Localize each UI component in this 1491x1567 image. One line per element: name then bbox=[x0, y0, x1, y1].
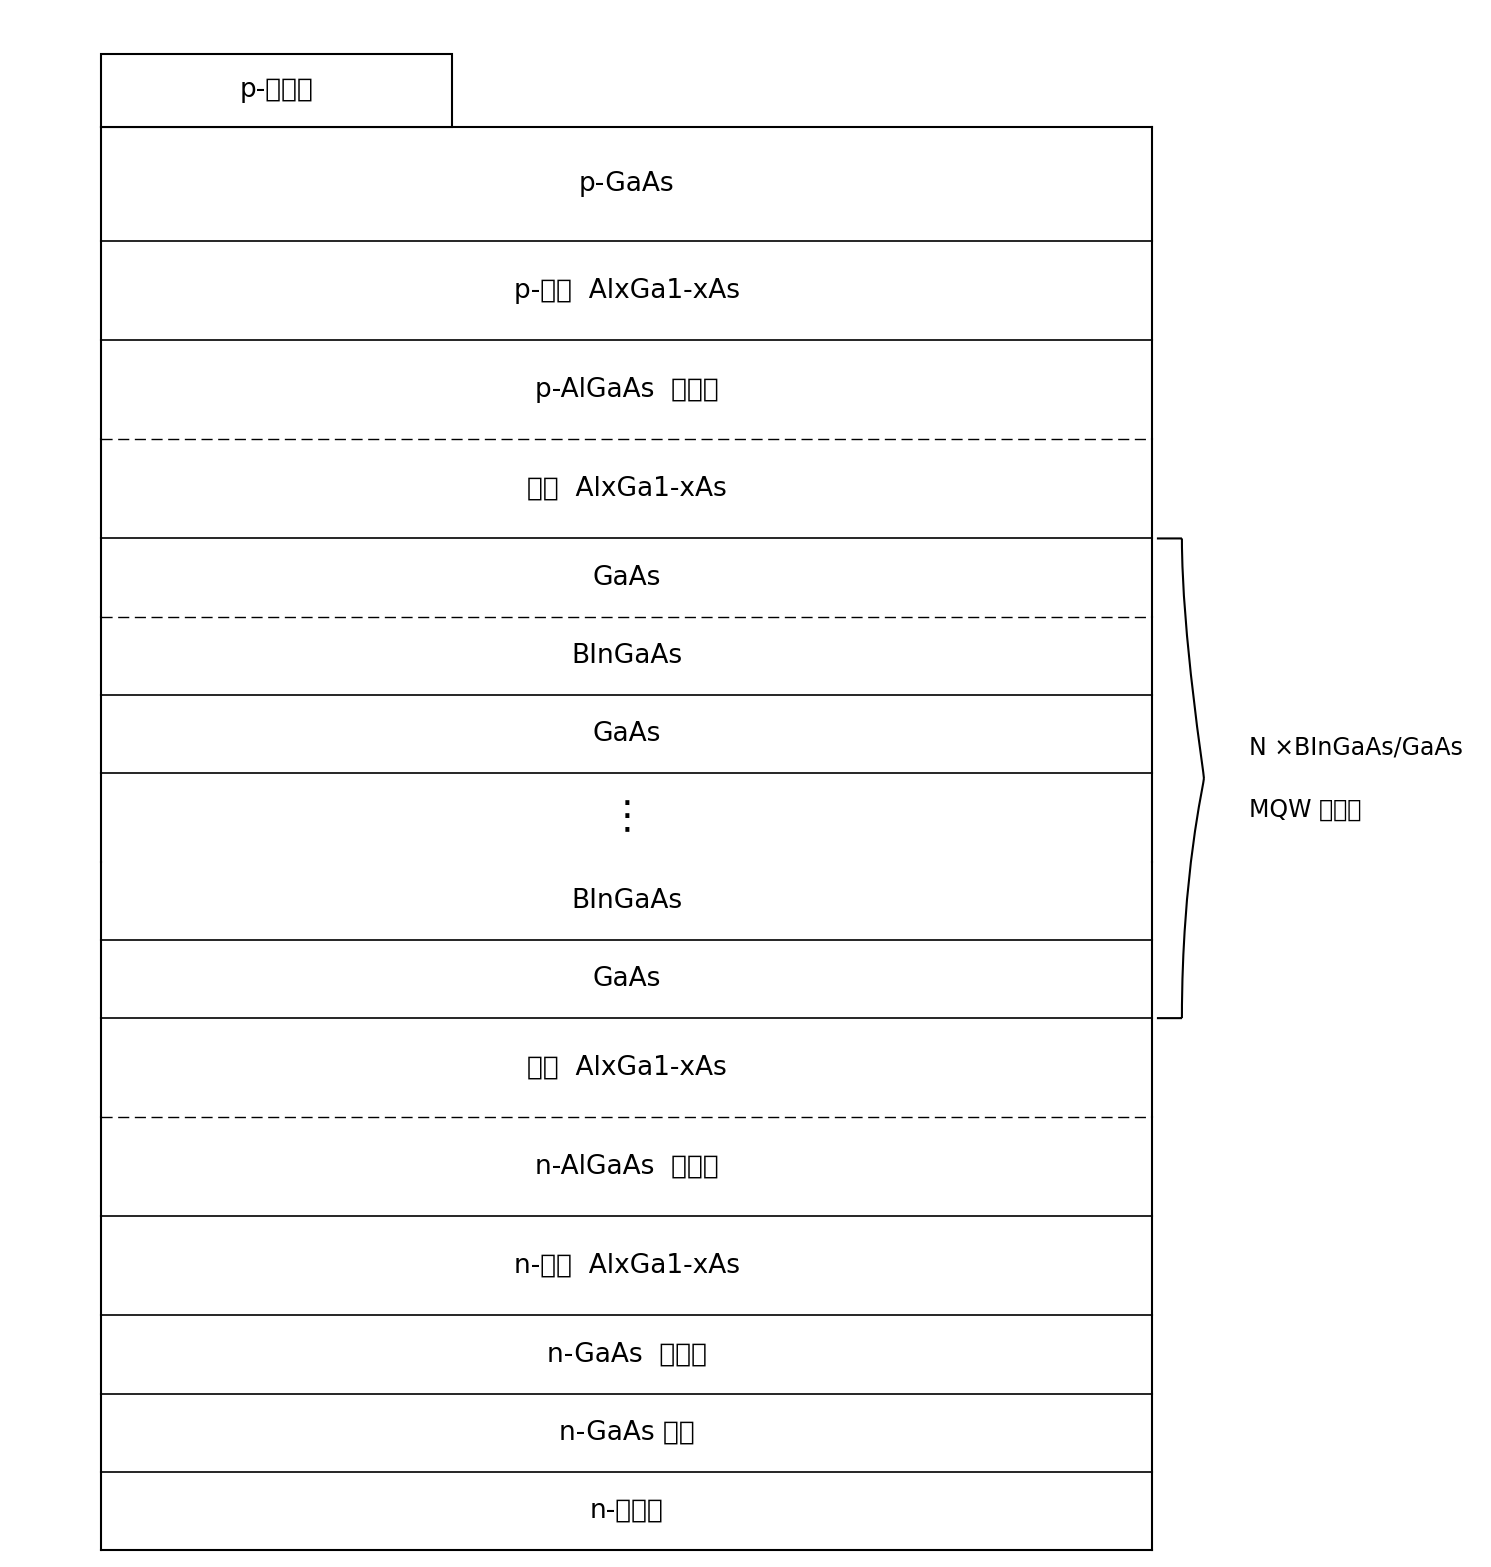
Bar bbox=[101, 241, 1153, 340]
Bar bbox=[101, 53, 452, 127]
Text: p-梯度  AlxGa1-xAs: p-梯度 AlxGa1-xAs bbox=[514, 277, 740, 304]
Text: p-AlGaAs  限制层: p-AlGaAs 限制层 bbox=[535, 376, 719, 403]
Text: 梯度  AlxGa1-xAs: 梯度 AlxGa1-xAs bbox=[526, 476, 726, 501]
Text: p-GaAs: p-GaAs bbox=[579, 171, 674, 197]
Bar bbox=[101, 539, 1153, 617]
Bar bbox=[101, 694, 1153, 773]
Text: MQW 有源区: MQW 有源区 bbox=[1249, 798, 1361, 821]
Bar bbox=[101, 940, 1153, 1019]
Bar bbox=[101, 1393, 1153, 1471]
Bar bbox=[101, 340, 1153, 439]
Bar bbox=[101, 617, 1153, 694]
Text: GaAs: GaAs bbox=[592, 564, 661, 591]
Bar bbox=[101, 127, 1153, 241]
Bar bbox=[101, 1315, 1153, 1393]
Text: n-接触层: n-接触层 bbox=[590, 1498, 663, 1523]
Text: BInGaAs: BInGaAs bbox=[571, 642, 683, 669]
Text: n-GaAs 衬底: n-GaAs 衬底 bbox=[559, 1420, 695, 1446]
Text: n-梯度  AlxGa1-xAs: n-梯度 AlxGa1-xAs bbox=[514, 1252, 740, 1279]
Bar bbox=[101, 1216, 1153, 1315]
Text: ⋮: ⋮ bbox=[607, 799, 646, 837]
Bar bbox=[101, 1117, 1153, 1216]
Text: BInGaAs: BInGaAs bbox=[571, 888, 683, 914]
Text: GaAs: GaAs bbox=[592, 721, 661, 747]
Bar bbox=[101, 1471, 1153, 1550]
Text: p-接触层: p-接触层 bbox=[240, 77, 313, 103]
Bar bbox=[101, 1019, 1153, 1117]
Text: 梯度  AlxGa1-xAs: 梯度 AlxGa1-xAs bbox=[526, 1055, 726, 1081]
Bar bbox=[101, 862, 1153, 940]
Text: n-AlGaAs  限制层: n-AlGaAs 限制层 bbox=[535, 1153, 719, 1180]
Text: N ×BInGaAs/GaAs: N ×BInGaAs/GaAs bbox=[1249, 735, 1463, 758]
Bar bbox=[101, 439, 1153, 539]
Text: GaAs: GaAs bbox=[592, 965, 661, 992]
Text: n-GaAs  缓冲层: n-GaAs 缓冲层 bbox=[547, 1341, 707, 1368]
